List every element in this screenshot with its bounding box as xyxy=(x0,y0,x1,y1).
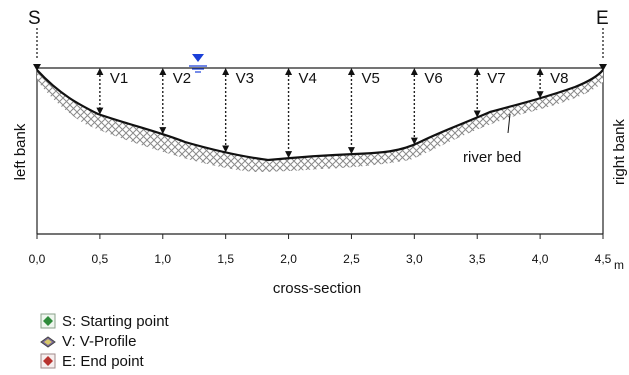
profile-arrow-top xyxy=(96,68,104,75)
x-tick-label: 4,5 xyxy=(595,252,612,266)
profile-arrow-top xyxy=(473,68,481,75)
profile-arrow-bottom xyxy=(222,145,230,153)
legend-item-end: E: End point xyxy=(40,351,280,371)
profile-label: V5 xyxy=(361,70,379,87)
profile-arrow-top xyxy=(285,68,293,75)
profile-label: V6 xyxy=(424,70,442,87)
end-marker-label: E xyxy=(596,8,609,29)
riverbed-hatch xyxy=(37,70,603,172)
right-bank-label: right bank xyxy=(611,119,628,185)
x-tick-label: 0,0 xyxy=(29,252,46,266)
profile-arrow-bottom xyxy=(347,147,355,155)
x-tick-label: 3,0 xyxy=(406,252,423,266)
profile-arrow-bottom xyxy=(159,127,167,135)
x-tick-label: 1,0 xyxy=(154,252,171,266)
profile-arrow-top xyxy=(536,68,544,75)
end-marker-arrow xyxy=(599,64,607,71)
left-bank-label: left bank xyxy=(12,123,29,180)
x-tick-label: 3,5 xyxy=(469,252,486,266)
x-axis-ticks: 0,0 0,5 1,0 1,5 2,0 2,5 3,0 3,5 4,0 4,5 xyxy=(29,234,612,266)
profile-arrow-top xyxy=(410,68,418,75)
profile-label: V1 xyxy=(110,70,128,87)
v-profiles: V1 V2 V3 V4 V5 V6 V7 V8 xyxy=(96,68,568,159)
profile-label: V3 xyxy=(236,70,254,87)
profile-arrow-top xyxy=(347,68,355,75)
x-tick-label: 1,5 xyxy=(217,252,234,266)
x-tick-label: 0,5 xyxy=(92,252,109,266)
profile-arrow-bottom xyxy=(96,107,104,115)
water-level-icon xyxy=(192,54,204,62)
legend: S: Starting point V: V-Profile E: End po… xyxy=(40,311,280,371)
v-profile-icon xyxy=(40,336,56,348)
profile-label: V8 xyxy=(550,70,568,87)
x-tick-label: 2,5 xyxy=(343,252,360,266)
profile-label: V7 xyxy=(487,70,505,87)
riverbed-pointer xyxy=(507,113,511,134)
profile-arrow-bottom xyxy=(536,91,544,99)
start-marker-arrow xyxy=(33,64,41,71)
legend-end-text: E: End point xyxy=(62,352,144,370)
x-tick-label: 4,0 xyxy=(532,252,549,266)
profile-arrow-bottom xyxy=(473,110,481,118)
legend-item-profile: V: V-Profile xyxy=(40,331,280,351)
x-axis-title: cross-section xyxy=(273,280,361,297)
profile-arrow-bottom xyxy=(285,151,293,159)
legend-item-start: S: Starting point xyxy=(40,311,280,331)
profile-label: V4 xyxy=(299,70,317,87)
riverbed-label: river bed xyxy=(463,149,521,166)
starting-point-icon xyxy=(40,313,56,329)
x-axis-unit: m xyxy=(614,258,624,272)
profile-arrow-top xyxy=(222,68,230,75)
start-marker-label: S xyxy=(28,8,41,29)
end-point-icon xyxy=(40,353,56,369)
legend-start-text: S: Starting point xyxy=(62,312,169,330)
profile-label: V2 xyxy=(173,70,191,87)
riverbed-line xyxy=(36,69,604,162)
x-tick-label: 2,0 xyxy=(280,252,297,266)
profile-arrow-bottom xyxy=(410,137,418,145)
legend-profile-text: V: V-Profile xyxy=(62,332,137,350)
profile-arrow-top xyxy=(159,68,167,75)
